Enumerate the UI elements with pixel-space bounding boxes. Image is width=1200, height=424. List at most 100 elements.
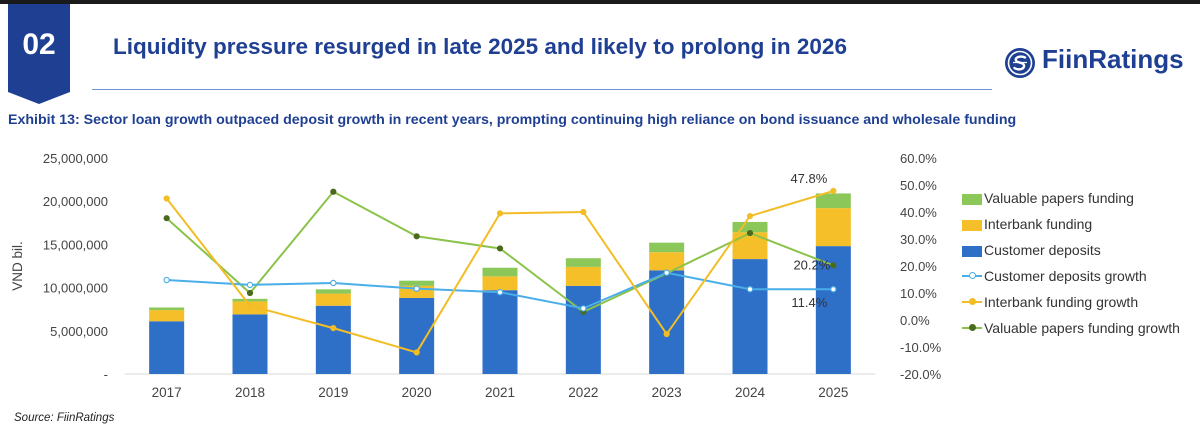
exhibit-title: Exhibit 13: Sector loan growth outpaced … (8, 112, 1017, 128)
point-customer-deposits-growth (746, 286, 754, 293)
bar-interbank-funding (315, 293, 351, 306)
data-label: 20.2% (793, 257, 830, 272)
point-valuable-papers-funding-growth (413, 233, 420, 240)
point-interbank-funding-growth (163, 195, 170, 202)
legend-marker (969, 324, 976, 331)
bar-interbank-funding (482, 276, 518, 291)
x-tick-label: 2024 (735, 385, 766, 400)
point-interbank-funding-growth (330, 325, 337, 332)
legend-swatch (962, 246, 982, 257)
x-tick-label: 2025 (818, 385, 848, 400)
point-customer-deposits-growth (580, 305, 587, 312)
x-tick-label: 2023 (652, 385, 682, 400)
legend-label: Interbank funding growth (984, 294, 1139, 310)
y-tick-label: - (104, 367, 108, 382)
bar-customer-deposits (315, 305, 351, 374)
funding-chart: - 5,000,000 10,000,000 15,000,000 20,000,000… (10, 151, 942, 400)
legend-label: Interbank funding (984, 216, 1093, 232)
y-tick-label: 5,000,000 (50, 324, 108, 339)
y-axis-label: VND bil. (10, 241, 25, 291)
point-interbank-funding-growth (246, 302, 254, 309)
y-tick-label: 15,000,000 (43, 237, 108, 252)
legend-swatch (962, 194, 982, 205)
y2-tick-label: -20.0% (900, 367, 942, 382)
data-label: 11.4% (791, 295, 827, 310)
fiinratings-logo-icon (1005, 48, 1035, 78)
point-valuable-papers-funding-growth (496, 245, 504, 252)
bar-customer-deposits (732, 259, 768, 374)
point-valuable-papers-funding-growth (330, 188, 337, 195)
y2-tick-label: 20.0% (900, 259, 937, 274)
legend-label: Valuable papers funding growth (984, 320, 1180, 336)
point-customer-deposits-growth (413, 285, 420, 292)
y2-tick-label: 50.0% (900, 178, 937, 193)
y2-tick-label: 0.0% (900, 313, 930, 328)
bar-valuable-papers-funding (232, 298, 268, 302)
bar-interbank-funding (815, 208, 851, 247)
title-divider (92, 89, 992, 90)
brand-name: FiinRatings (1042, 44, 1184, 74)
point-valuable-papers-funding-growth (163, 215, 170, 222)
point-customer-deposits-growth (246, 281, 254, 289)
bar-valuable-papers-funding (399, 280, 435, 286)
point-interbank-funding-growth (496, 210, 504, 217)
y-tick-label: 20,000,000 (43, 194, 108, 209)
bar-customer-deposits (232, 314, 268, 374)
point-interbank-funding-growth (663, 330, 670, 338)
x-tick-label: 2017 (152, 385, 182, 400)
legend-label: Customer deposits growth (984, 268, 1147, 284)
bar-valuable-papers-funding (815, 193, 851, 209)
bar-customer-deposits (149, 321, 185, 374)
top-border (0, 0, 1200, 4)
point-customer-deposits-growth (663, 269, 670, 276)
legend-label: Customer deposits (984, 242, 1101, 258)
y-tick-label: 10,000,000 (43, 281, 108, 296)
page-title: Liquidity pressure resurged in late 2025… (113, 34, 847, 59)
legend-label: Valuable papers funding (984, 190, 1134, 206)
y2-tick-label: 10.0% (900, 286, 937, 301)
point-valuable-papers-funding-growth (246, 289, 254, 297)
legend-marker (969, 272, 976, 279)
point-valuable-papers-funding-growth (746, 229, 754, 237)
point-customer-deposits-growth (830, 286, 837, 293)
bar-customer-deposits (399, 297, 435, 374)
bar-valuable-papers-funding (732, 221, 768, 233)
bar-interbank-funding (649, 252, 685, 271)
data-label: 47.8% (790, 171, 827, 186)
bar-interbank-funding (732, 232, 768, 260)
legend-swatch (962, 220, 982, 231)
bar-valuable-papers-funding (482, 267, 518, 277)
bar-valuable-papers-funding (565, 258, 601, 267)
bar-valuable-papers-funding (649, 242, 685, 253)
point-valuable-papers-funding-growth (830, 262, 837, 269)
y2-tick-label: -10.0% (900, 340, 942, 355)
x-tick-label: 2018 (235, 385, 265, 400)
legend-marker (969, 298, 976, 305)
bar-customer-deposits (649, 270, 685, 374)
source-note: Source: FiinRatings (14, 412, 115, 424)
bar-valuable-papers-funding (315, 289, 351, 294)
bar-interbank-funding (149, 310, 185, 322)
bar-customer-deposits (565, 285, 601, 374)
brand-logo: FiinRatings (1004, 44, 1194, 84)
y2-tick-label: 30.0% (900, 232, 937, 247)
x-tick-label: 2019 (318, 385, 348, 400)
y2-tick-label: 60.0% (900, 151, 937, 166)
x-tick-label: 2021 (485, 385, 515, 400)
point-customer-deposits-growth (496, 288, 504, 296)
point-interbank-funding-growth (580, 208, 587, 216)
bar-interbank-funding (565, 266, 601, 286)
point-interbank-funding-growth (830, 187, 837, 195)
y2-tick-label: 40.0% (900, 205, 937, 220)
point-interbank-funding-growth (413, 349, 420, 356)
section-number: 02 (22, 28, 56, 61)
y-tick-label: 25,000,000 (43, 151, 108, 166)
point-customer-deposits-growth (163, 276, 170, 284)
point-interbank-funding-growth (746, 212, 754, 220)
bar-customer-deposits (482, 290, 518, 374)
x-tick-label: 2020 (402, 385, 432, 400)
point-customer-deposits-growth (330, 279, 337, 287)
x-tick-label: 2022 (568, 385, 598, 400)
section-number-badge (8, 4, 70, 104)
bar-valuable-papers-funding (149, 307, 185, 311)
